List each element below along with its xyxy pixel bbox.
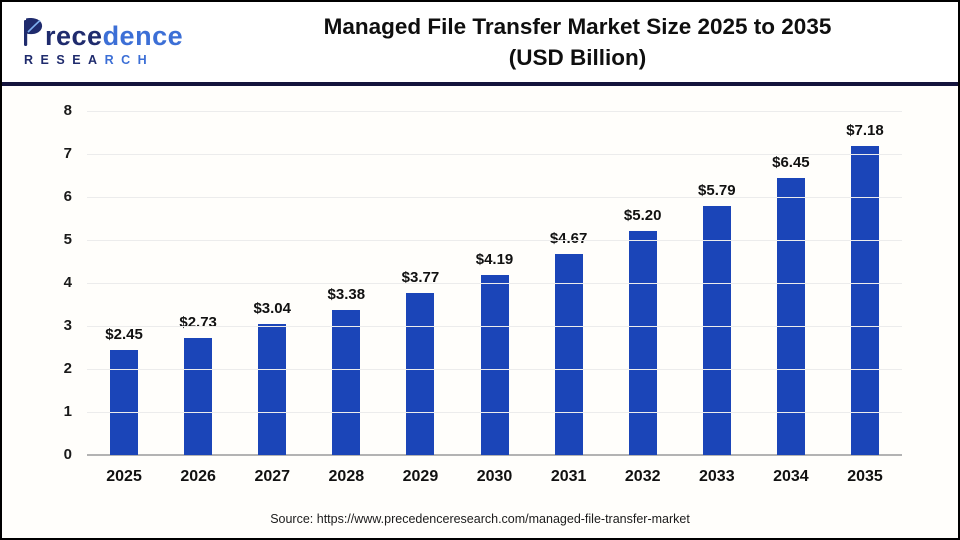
gridline (87, 111, 902, 112)
bars-row: $2.45 $2.73 $3.04 $3.38 $3.77 $4.19 $4.67 $5.20… (87, 111, 902, 455)
bar-2032 (628, 231, 657, 455)
bar-2025 (110, 349, 139, 455)
gridline (87, 412, 902, 413)
bar-group-2029: $3.77 (383, 111, 457, 455)
bar-2031 (554, 254, 583, 455)
bar-value-label: $2.45 (105, 325, 143, 343)
precedence-research-logo: recedence RESEARCH (2, 17, 227, 67)
x-tick-label-2028: 2028 (328, 468, 365, 485)
logo-brand-line: recedence (22, 17, 227, 51)
bar-group-2027: $3.04 (235, 111, 309, 455)
bar-value-label: $5.20 (623, 207, 662, 225)
y-tick-label: 2 (63, 360, 72, 377)
y-tick-label: 7 (63, 145, 72, 162)
x-tick-label-2033: 2033 (699, 468, 735, 485)
y-tick-label: 1 (63, 403, 72, 420)
brand-text: recedence (45, 20, 184, 51)
sub-part-navy: RESEA (24, 52, 105, 67)
bar-2033 (702, 206, 731, 455)
bar-chart: 0 1 2 3 4 5 6 7 8 $2.45 $2.73 $3.04 $3.38 $3.77 $4.19… (2, 86, 958, 538)
bar-value-label: $2.73 (179, 313, 217, 331)
bar-value-label: $3.38 (327, 285, 366, 303)
gridline (87, 369, 902, 370)
bar-value-label: $5.79 (698, 182, 736, 200)
logo-research-line: RESEARCH (22, 53, 227, 67)
bar-group-2034: $6.45 (754, 111, 828, 455)
bar-value-label: $7.18 (846, 122, 884, 140)
bar-value-label: $4.19 (475, 250, 514, 268)
gridline (87, 283, 902, 284)
bar-group-2031: $4.67 (532, 111, 606, 455)
bar-value-label: $3.04 (253, 300, 291, 318)
bar-group-2028: $3.38 (309, 111, 383, 455)
gridline (87, 326, 902, 327)
x-tick-label-2025: 2025 (106, 468, 142, 485)
source-text: Source: https://www.precedenceresearch.c… (270, 512, 690, 526)
bar-2034 (776, 177, 805, 455)
header: recedence RESEARCH Managed File Transfer… (2, 2, 958, 82)
x-tick-label-2027: 2027 (254, 468, 291, 485)
y-tick-label: 8 (63, 102, 72, 119)
bar-value-label: $4.67 (549, 230, 588, 248)
bar-2030 (480, 274, 509, 455)
chart-title-line1: Managed File Transfer Market Size 2025 t… (323, 13, 832, 39)
gridline (87, 154, 902, 155)
gridline (87, 197, 902, 198)
sub-part-blue: RCH (104, 52, 155, 67)
x-tick-label-2035: 2035 (847, 468, 883, 485)
x-tick-label-2030: 2030 (476, 468, 513, 485)
bar-group-2032: $5.20 (606, 111, 680, 455)
chart-title: Managed File Transfer Market Size 2025 t… (227, 11, 958, 74)
bar-2027 (258, 324, 287, 455)
bar-group-2033: $5.79 (680, 111, 754, 455)
bar-value-label: $6.45 (772, 153, 810, 171)
x-tick-label-2032: 2032 (624, 468, 661, 485)
bar-2028 (332, 309, 361, 455)
gridline (87, 240, 902, 241)
x-tick-label-2031: 2031 (550, 468, 587, 485)
brand-part-navy: rece (45, 20, 103, 51)
y-tick-label: 6 (63, 188, 72, 205)
x-tick-label-2029: 2029 (402, 468, 439, 485)
chart-title-line2: (USD Billion) (508, 45, 647, 70)
bar-2026 (184, 337, 213, 455)
x-axis-line (87, 454, 902, 456)
y-axis-labels: 0 1 2 3 4 5 6 7 8 (38, 102, 78, 463)
bar-2029 (406, 292, 435, 455)
y-tick-label: 4 (63, 274, 72, 291)
leaf-p-icon (22, 17, 44, 50)
brand-part-blue: dence (102, 20, 184, 51)
y-tick-label: 0 (63, 446, 72, 463)
bar-value-label: $3.77 (401, 268, 440, 286)
y-tick-label: 3 (63, 317, 72, 334)
bar-group-2030: $4.19 (457, 111, 531, 455)
x-axis-labels: 2025 2026 2027 2028 2029 2030 2031 2032 2033 2034… (87, 468, 902, 486)
bar-2035 (850, 146, 879, 455)
header-divider (2, 82, 958, 86)
x-tick-label-2026: 2026 (180, 468, 216, 485)
y-tick-label: 5 (63, 231, 72, 248)
bar-group-2025: $2.45 (87, 111, 161, 455)
x-tick-label-2034: 2034 (773, 468, 809, 485)
plot-area: $2.45 $2.73 $3.04 $3.38 $3.77 $4.19 $4.67 $5.20… (87, 111, 902, 456)
